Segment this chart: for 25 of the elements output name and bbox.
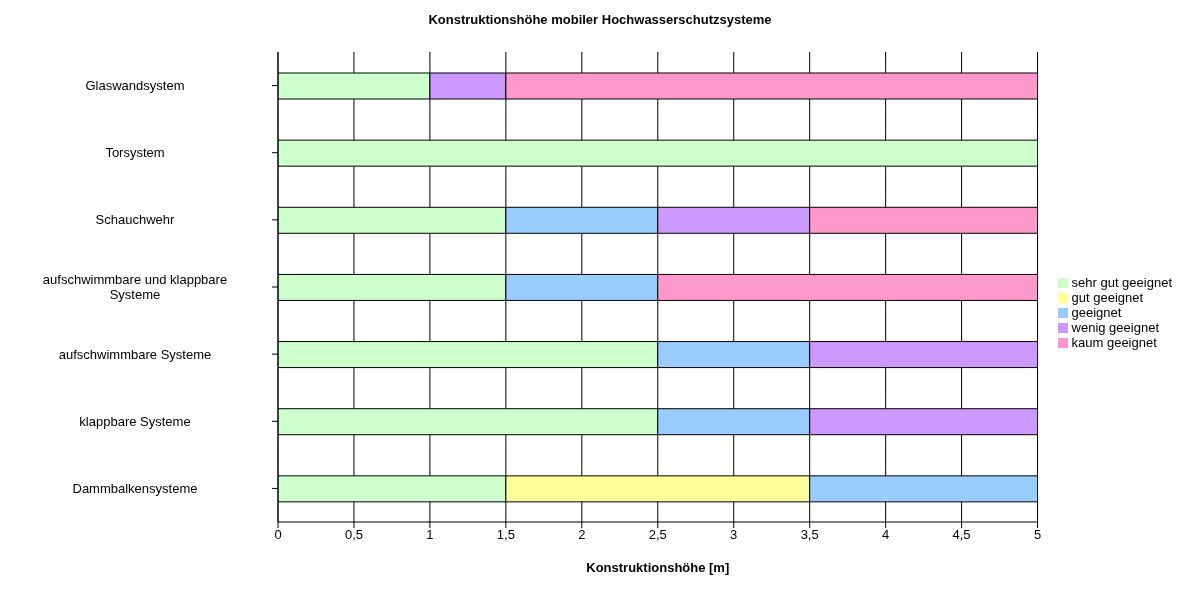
x-tick-label: 1: [426, 527, 434, 543]
x-tick-label: 2: [578, 527, 586, 543]
x-axis-title: Konstruktionshöhe [m]: [586, 560, 730, 575]
y-tick-label: aufschwimmbare und klappbare Systeme: [42, 272, 228, 303]
y-tick-label: klappbare Systeme: [79, 413, 191, 429]
x-tick-label: 3,5: [800, 527, 819, 543]
x-tick-label: 4,5: [952, 527, 971, 543]
legend-label: sehr gut geeignet: [1071, 274, 1172, 290]
y-tick-label: Torsystem: [105, 145, 165, 161]
x-tick-label: 4: [882, 527, 890, 543]
y-tick-label: Glaswandsystem: [85, 78, 185, 94]
y-tick-label: Schauchwehr: [95, 212, 176, 228]
y-tick-label: Dammbalkensysteme: [72, 480, 198, 496]
legend-label: geeignet: [1071, 304, 1122, 320]
legend-label: kaum geeignet: [1071, 334, 1157, 350]
chart-title: Konstruktionshöhe mobiler Hochwasserschutzsysteme: [427, 12, 773, 29]
x-tick-label: 2,5: [648, 527, 667, 543]
legend-label: gut geeignet: [1071, 289, 1144, 305]
x-tick-label: 0,5: [344, 527, 363, 543]
x-tick-label: 5: [1033, 527, 1042, 543]
y-tick-label: aufschwimmbare Systeme: [58, 346, 212, 362]
x-tick-label: 1,5: [496, 527, 515, 543]
x-tick-label: 0: [274, 527, 282, 543]
x-tick-label: 3: [730, 527, 738, 543]
legend-label: wenig geeignet: [1071, 319, 1159, 335]
